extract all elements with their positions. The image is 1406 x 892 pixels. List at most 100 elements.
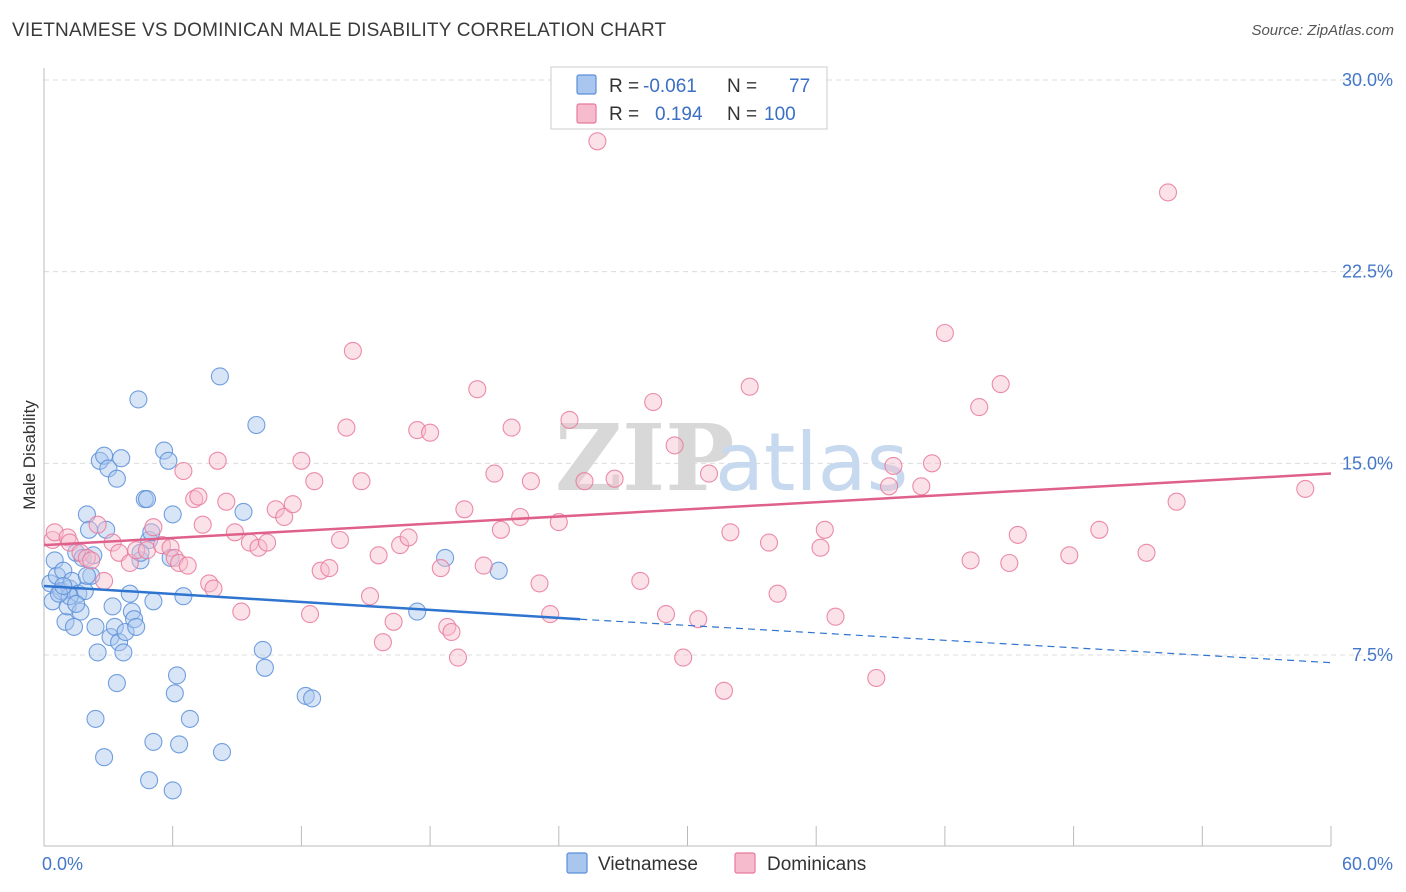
dominicans-point-98 bbox=[1060, 546, 1079, 565]
dominicans-point-32 bbox=[258, 533, 277, 552]
dominicans-point-76 bbox=[674, 648, 693, 667]
dominicans-point-94 bbox=[970, 398, 989, 417]
dominicans-point-23 bbox=[193, 515, 212, 534]
watermark: ZIP atlas bbox=[555, 404, 908, 512]
legend-r-label-0: R = bbox=[609, 76, 639, 97]
dominicans-point-78 bbox=[699, 464, 719, 483]
vietnamese-point-39 bbox=[131, 551, 150, 570]
y-tick-label-3: 30.0% bbox=[1342, 70, 1393, 90]
dominicans-point-53 bbox=[431, 559, 450, 578]
vietnamese-point-33 bbox=[116, 622, 135, 642]
vietnamese-point-32 bbox=[114, 643, 133, 662]
vietnamese-point-67 bbox=[144, 732, 163, 751]
dominicans-point-102 bbox=[1167, 492, 1186, 511]
vietnamese-point-21 bbox=[88, 643, 107, 662]
source-label: Source: ZipAtlas.com bbox=[1251, 22, 1394, 39]
watermark-atlas: atlas bbox=[715, 416, 908, 509]
vietnamese-point-54 bbox=[212, 743, 232, 762]
bottom-legend: Vietnamese Dominicans bbox=[566, 852, 866, 875]
chart-title: VIETNAMESE VS DOMINICAN MALE DISABILITY … bbox=[12, 20, 667, 41]
bottom-legend-swatch-dominicans bbox=[734, 852, 756, 874]
dominicans-point-103 bbox=[1296, 479, 1315, 498]
dominicans-trend-solid bbox=[43, 472, 1332, 547]
legend-n-label-1: N = bbox=[727, 104, 757, 125]
dominicans-point-22 bbox=[189, 487, 208, 506]
dominicans-point-89 bbox=[884, 456, 903, 475]
dominicans-point-28 bbox=[225, 523, 244, 542]
dominicans-point-64 bbox=[521, 472, 540, 491]
dominicans-point-93 bbox=[961, 551, 980, 570]
dominicans-point-14 bbox=[144, 518, 163, 537]
x-tick-label-0: 0.0% bbox=[42, 854, 83, 874]
vietnamese-point-27 bbox=[103, 597, 122, 616]
y-axis-label: Male Disability bbox=[20, 400, 39, 510]
dominicans-point-73 bbox=[644, 392, 663, 412]
dominicans-point-45 bbox=[360, 587, 380, 606]
legend-n-label-0: N = bbox=[727, 76, 757, 97]
watermark-zip: ZIP bbox=[555, 404, 734, 512]
y-tick-label-1: 15.0% bbox=[1342, 453, 1393, 473]
vietnamese-point-20 bbox=[86, 617, 105, 636]
vietnamese-point-69 bbox=[170, 735, 189, 754]
dominicans-point-66 bbox=[541, 605, 560, 624]
dominicans-point-61 bbox=[491, 520, 510, 539]
dominicans-point-96 bbox=[1000, 553, 1019, 573]
dominicans-point-60 bbox=[485, 464, 504, 483]
vietnamese-trend-dashed bbox=[580, 618, 1332, 664]
legend-r-value-1: 0.194 bbox=[655, 104, 703, 125]
vietnamese-point-50 bbox=[167, 666, 187, 685]
dominicans-point-37 bbox=[300, 605, 320, 624]
legend-n-value-0: 77 bbox=[789, 76, 810, 97]
dominicans-point-63 bbox=[511, 507, 530, 527]
legend-n-value-1: 100 bbox=[764, 104, 796, 125]
dominicans-point-44 bbox=[352, 472, 371, 491]
dominicans-point-57 bbox=[455, 500, 474, 519]
dominicans-point-59 bbox=[474, 556, 493, 575]
dominicans-point-42 bbox=[337, 418, 356, 437]
legend-r-value-0: -0.061 bbox=[643, 76, 697, 97]
dominicans-point-80 bbox=[721, 523, 740, 542]
dominicans-point-40 bbox=[320, 559, 339, 578]
vietnamese-point-29 bbox=[107, 469, 126, 488]
vietnamese-point-45 bbox=[155, 441, 174, 460]
vietnamese-point-44 bbox=[144, 592, 163, 611]
trend-layer bbox=[43, 472, 1332, 664]
dominicans-point-6 bbox=[82, 551, 101, 570]
vietnamese-point-52 bbox=[180, 709, 199, 728]
dominicans-point-50 bbox=[399, 528, 418, 547]
dominicans-point-81 bbox=[740, 377, 759, 396]
vietnamese-point-65 bbox=[107, 674, 126, 693]
dominicans-point-82 bbox=[759, 533, 779, 552]
dominicans-point-79 bbox=[714, 681, 734, 700]
dominicans-point-47 bbox=[373, 633, 392, 652]
dominicans-point-27 bbox=[217, 492, 236, 511]
legend-frame bbox=[550, 66, 828, 130]
y-tick-label-2: 22.5% bbox=[1342, 262, 1393, 282]
vietnamese-point-53 bbox=[210, 367, 229, 386]
legend-swatch-dominicans bbox=[576, 103, 597, 124]
dominicans-point-83 bbox=[768, 584, 787, 603]
dominicans-point-46 bbox=[369, 546, 388, 565]
dominicans-point-7 bbox=[88, 515, 107, 534]
vietnamese-point-41 bbox=[137, 490, 157, 509]
dominicans-point-72 bbox=[631, 571, 650, 590]
dominicans-point-90 bbox=[912, 477, 931, 496]
dominicans-point-55 bbox=[442, 622, 461, 642]
dominicans-point-74 bbox=[656, 605, 676, 624]
dominicans-point-70 bbox=[588, 132, 607, 151]
vietnamese-point-55 bbox=[234, 502, 253, 521]
dominicans-point-69 bbox=[575, 472, 594, 491]
legend-box: R = -0.061 N = 77 R = 0.194 N = 100 bbox=[550, 66, 828, 130]
dominicans-point-56 bbox=[448, 648, 468, 667]
legend-r-label-1: R = bbox=[609, 104, 639, 125]
dominicans-point-86 bbox=[826, 607, 845, 626]
dominicans-point-101 bbox=[1158, 183, 1178, 202]
dominicans-point-25 bbox=[204, 579, 223, 598]
vietnamese-point-64 bbox=[86, 709, 105, 728]
grid-layer bbox=[44, 79, 1392, 656]
vietnamese-point-61 bbox=[408, 602, 427, 621]
vietnamese-point-63 bbox=[489, 561, 508, 580]
vietnamese-point-47 bbox=[161, 548, 180, 567]
vietnamese-point-68 bbox=[140, 771, 159, 790]
